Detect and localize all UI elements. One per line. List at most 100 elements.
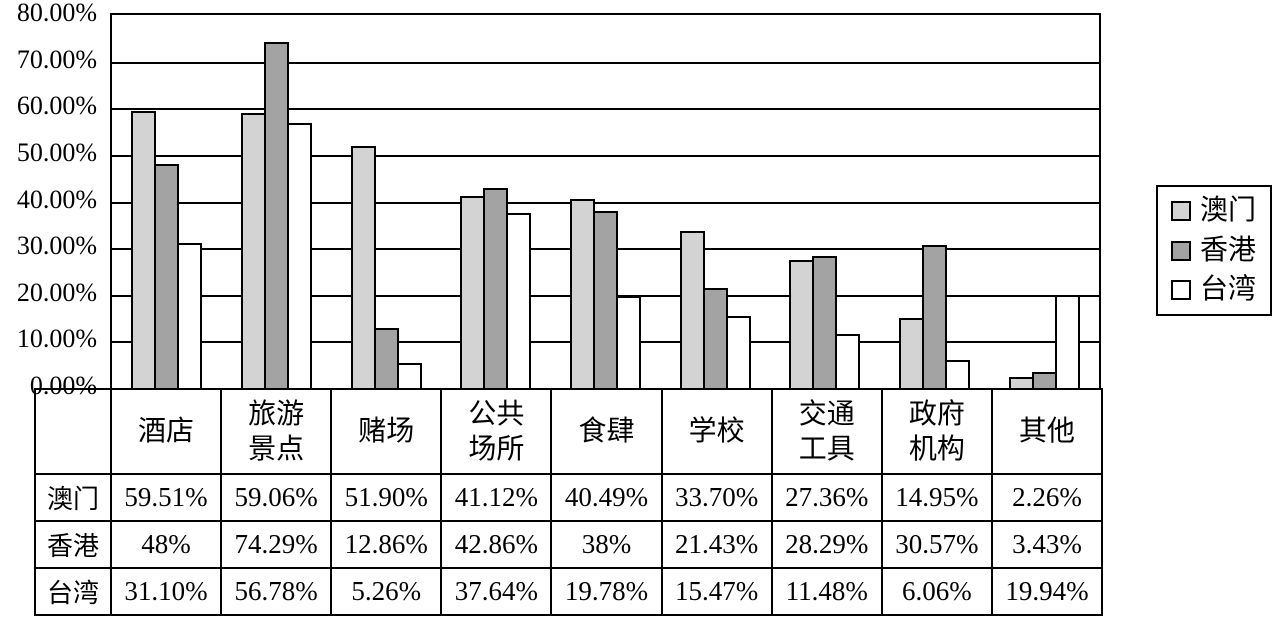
bar-澳门 — [898, 318, 924, 388]
y-tick-label: 20.00% — [16, 277, 97, 307]
bar-澳门 — [131, 110, 157, 388]
bar-group — [222, 15, 332, 388]
data-table: 酒店 旅游 景点 赌场 公共 场所 食肆 学校 交通 工具 政府 机构 其他 澳门 59.51% 59… — [34, 388, 1104, 616]
table-row: 香港 48% 74.29% 12.86% 42.86% 38% 21.43% 28.29% 30… — [34, 520, 1104, 569]
value-cell: 51.90% — [330, 473, 443, 522]
bar-澳门 — [1008, 377, 1034, 388]
gridline — [112, 201, 1099, 204]
value-cell: 19.78% — [550, 567, 663, 616]
bar-香港 — [483, 188, 509, 388]
category-header: 政府 机构 — [880, 388, 993, 475]
y-tick-label: 50.00% — [16, 137, 97, 167]
bar-香港 — [373, 328, 399, 388]
legend-item: 台湾 — [1171, 273, 1270, 305]
value-cell: 21.43% — [660, 520, 773, 569]
bar-group — [331, 15, 441, 388]
value-cell: 27.36% — [770, 473, 883, 522]
bar-香港 — [263, 41, 289, 388]
value-cell: 6.06% — [880, 567, 993, 616]
bar-澳门 — [569, 199, 595, 388]
value-cell: 2.26% — [990, 473, 1104, 522]
bar-台湾 — [177, 243, 203, 388]
bar-group — [551, 15, 661, 388]
bar-澳门 — [350, 146, 376, 388]
bar-group — [441, 15, 551, 388]
bar-香港 — [702, 288, 728, 388]
value-cell: 31.10% — [109, 567, 223, 616]
bar-澳门 — [240, 112, 266, 388]
bar-group — [770, 15, 880, 388]
y-tick-label: 10.00% — [16, 324, 97, 354]
row-label: 澳门 — [34, 473, 112, 522]
legend-swatch-icon — [1171, 240, 1191, 261]
table-corner-cell — [34, 388, 112, 475]
bar-group — [112, 15, 222, 388]
y-axis: 80.00% 70.00% 60.00% 50.00% 40.00% 30.00% 20.0… — [0, 0, 97, 400]
value-cell: 30.57% — [880, 520, 993, 569]
table-header-row: 酒店 旅游 景点 赌场 公共 场所 食肆 学校 交通 工具 政府 机构 其他 — [34, 388, 1104, 475]
value-cell: 74.29% — [220, 520, 333, 569]
value-cell: 56.78% — [220, 567, 333, 616]
legend-label: 澳门 — [1200, 195, 1257, 227]
value-cell: 11.48% — [770, 567, 883, 616]
category-header: 酒店 — [109, 388, 223, 475]
legend-swatch-icon — [1171, 201, 1191, 222]
bar-澳门 — [460, 196, 486, 388]
table-row: 台湾 31.10% 56.78% 5.26% 37.64% 19.78% 15.47% 11.… — [34, 567, 1104, 616]
legend-swatch-icon — [1171, 279, 1191, 300]
row-label: 香港 — [34, 520, 112, 569]
category-header: 其他 — [990, 388, 1104, 475]
value-cell: 3.43% — [990, 520, 1104, 569]
value-cell: 40.49% — [550, 473, 663, 522]
data-table-wrap: 酒店 旅游 景点 赌场 公共 场所 食肆 学校 交通 工具 政府 机构 其他 澳门 59.51% 59… — [34, 388, 1104, 616]
category-header: 学校 — [660, 388, 773, 475]
bar-group — [989, 15, 1099, 388]
value-cell: 15.47% — [660, 567, 773, 616]
y-tick-label: 60.00% — [16, 91, 97, 121]
legend-label: 台湾 — [1200, 273, 1257, 305]
bar-香港 — [1031, 372, 1057, 388]
bar-台湾 — [615, 295, 641, 388]
gridline — [112, 61, 1099, 64]
bar-台湾 — [944, 359, 970, 388]
plot-area — [110, 13, 1101, 390]
bar-group — [880, 15, 990, 388]
gridline — [112, 108, 1099, 111]
bar-台湾 — [506, 212, 532, 388]
legend-label: 香港 — [1200, 234, 1257, 266]
bar-澳门 — [679, 230, 705, 388]
bar-台湾 — [725, 315, 751, 388]
legend-item: 澳门 — [1171, 196, 1270, 226]
value-cell: 5.26% — [330, 567, 443, 616]
value-cell: 14.95% — [880, 473, 993, 522]
category-header: 旅游 景点 — [220, 388, 333, 475]
value-cell: 59.51% — [109, 473, 223, 522]
value-cell: 41.12% — [440, 473, 553, 522]
bar-group — [660, 15, 770, 388]
row-label: 台湾 — [34, 567, 112, 616]
value-cell: 59.06% — [220, 473, 333, 522]
value-cell: 12.86% — [330, 520, 443, 569]
bar-香港 — [812, 256, 838, 388]
table-row: 澳门 59.51% 59.06% 51.90% 41.12% 40.49% 33.70% 27… — [34, 473, 1104, 522]
bar-香港 — [154, 164, 180, 388]
bar-香港 — [921, 245, 947, 388]
bar-台湾 — [1054, 295, 1080, 388]
value-cell: 33.70% — [660, 473, 773, 522]
legend-item: 香港 — [1171, 234, 1270, 266]
category-header: 食肆 — [550, 388, 663, 475]
category-header: 交通 工具 — [770, 388, 883, 475]
value-cell: 48% — [109, 520, 223, 569]
bar-台湾 — [835, 334, 861, 388]
y-tick-label: 70.00% — [16, 44, 97, 74]
value-cell: 19.94% — [990, 567, 1104, 616]
bar-台湾 — [396, 363, 422, 388]
value-cell: 37.64% — [440, 567, 553, 616]
value-cell: 28.29% — [770, 520, 883, 569]
category-header: 公共 场所 — [440, 388, 553, 475]
y-tick-label: 30.00% — [16, 231, 97, 261]
bar-澳门 — [789, 260, 815, 388]
gridline — [112, 154, 1099, 157]
bar-台湾 — [286, 123, 312, 388]
